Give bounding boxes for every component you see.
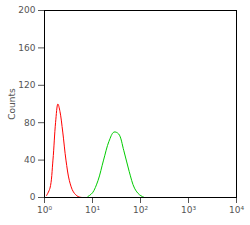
svg-text:120: 120 — [18, 80, 35, 90]
svg-text:200: 200 — [18, 5, 35, 15]
svg-text:10⁰: 10⁰ — [37, 205, 52, 215]
svg-text:Counts: Counts — [7, 88, 17, 120]
svg-text:80: 80 — [24, 118, 36, 128]
svg-text:10³: 10³ — [181, 205, 196, 215]
svg-text:40: 40 — [24, 155, 36, 165]
svg-text:10¹: 10¹ — [85, 205, 100, 215]
svg-text:10²: 10² — [133, 205, 148, 215]
svg-text:0: 0 — [30, 192, 36, 202]
svg-text:160: 160 — [18, 43, 35, 53]
svg-text:10⁴: 10⁴ — [229, 205, 244, 215]
